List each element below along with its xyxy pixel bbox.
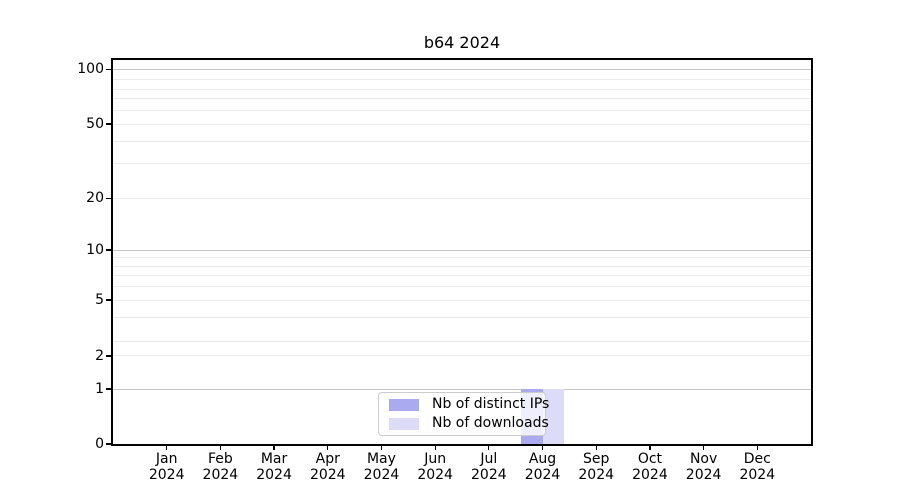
y-gridline-minor [113, 163, 811, 165]
x-tick-mark [649, 446, 651, 450]
y-tick-mark [106, 388, 111, 390]
x-tick-mark [702, 446, 705, 450]
plot-area: Nb of distinct IPs Nb of downloads [113, 60, 811, 444]
y-tick-label: 10 [86, 242, 104, 258]
y-gridline-major [113, 249, 811, 251]
x-tick-mark [488, 446, 490, 450]
legend-swatch [389, 417, 419, 430]
y-gridline-minor [113, 88, 811, 90]
y-tick-label: 2 [95, 347, 104, 364]
y-tick-label: 20 [86, 190, 104, 207]
legend-row: Nb of distinct IPs [389, 397, 549, 412]
x-tick-mark [166, 446, 168, 450]
y-tick-mark [106, 68, 111, 71]
y-tick-label: 0 [95, 436, 104, 452]
y-tick-mark [106, 197, 111, 199]
y-tick-label: 50 [86, 116, 104, 132]
x-tick-mark [434, 446, 436, 450]
grid-layer [113, 60, 811, 444]
x-tick-label: May 2024 [363, 451, 400, 483]
y-gridline-minor [113, 110, 811, 112]
x-tick-label: Aug 2024 [524, 451, 561, 483]
legend: Nb of distinct IPs Nb of downloads [378, 392, 549, 436]
y-tick-mark [106, 355, 111, 357]
y-gridline-minor [113, 197, 811, 199]
bar-nb-of-downloads [542, 389, 565, 444]
y-gridline-minor [113, 97, 811, 99]
x-tick-mark [541, 446, 544, 450]
x-tick-label: Sep 2024 [578, 451, 615, 483]
x-tick-mark [756, 446, 758, 450]
y-tick-mark [106, 299, 111, 301]
x-tick-label: Mar 2024 [256, 451, 292, 483]
x-tick-label: Jun 2024 [417, 451, 453, 483]
x-tick-label: Oct 2024 [632, 451, 668, 483]
x-tick-mark [595, 446, 597, 450]
y-tick-mark [106, 443, 111, 445]
y-gridline-major [113, 68, 811, 70]
y-gridline-minor [113, 265, 811, 267]
chart-title: b64 2024 [423, 33, 501, 52]
x-tick-mark [273, 446, 275, 450]
x-tick-label: Dec 2024 [739, 451, 776, 483]
x-tick-label: Jul 2024 [471, 451, 507, 483]
y-tick-label: 5 [95, 292, 104, 308]
y-gridline-minor [113, 299, 811, 301]
y-gridline-minor [113, 257, 811, 259]
x-tick-mark [219, 446, 222, 450]
x-tick-label: Feb 2024 [202, 451, 239, 483]
x-tick-label: Apr 2024 [309, 451, 346, 483]
y-gridline-minor [113, 78, 811, 80]
y-gridline-major [113, 388, 811, 390]
y-gridline-minor [113, 355, 811, 357]
x-tick-mark [380, 446, 383, 450]
y-gridline-minor [113, 286, 811, 288]
y-gridline-minor [113, 123, 811, 125]
x-tick-label: Jan 2024 [148, 451, 185, 483]
y-gridline-minor [113, 317, 811, 319]
y-gridline-minor [113, 275, 811, 277]
y-gridline-minor [113, 341, 811, 343]
legend-swatch [389, 398, 419, 411]
y-tick-label: 1 [95, 381, 104, 397]
legend-label: Nb of downloads [432, 415, 549, 431]
y-tick-mark [106, 123, 111, 125]
x-tick-label: Nov 2024 [685, 451, 722, 483]
x-tick-mark [327, 446, 329, 450]
y-gridline-minor [113, 140, 811, 142]
y-tick-mark [106, 249, 111, 251]
y-tick-label: 100 [77, 61, 104, 78]
legend-row: Nb of downloads [389, 416, 549, 431]
legend-label: Nb of distinct IPs [432, 396, 550, 412]
